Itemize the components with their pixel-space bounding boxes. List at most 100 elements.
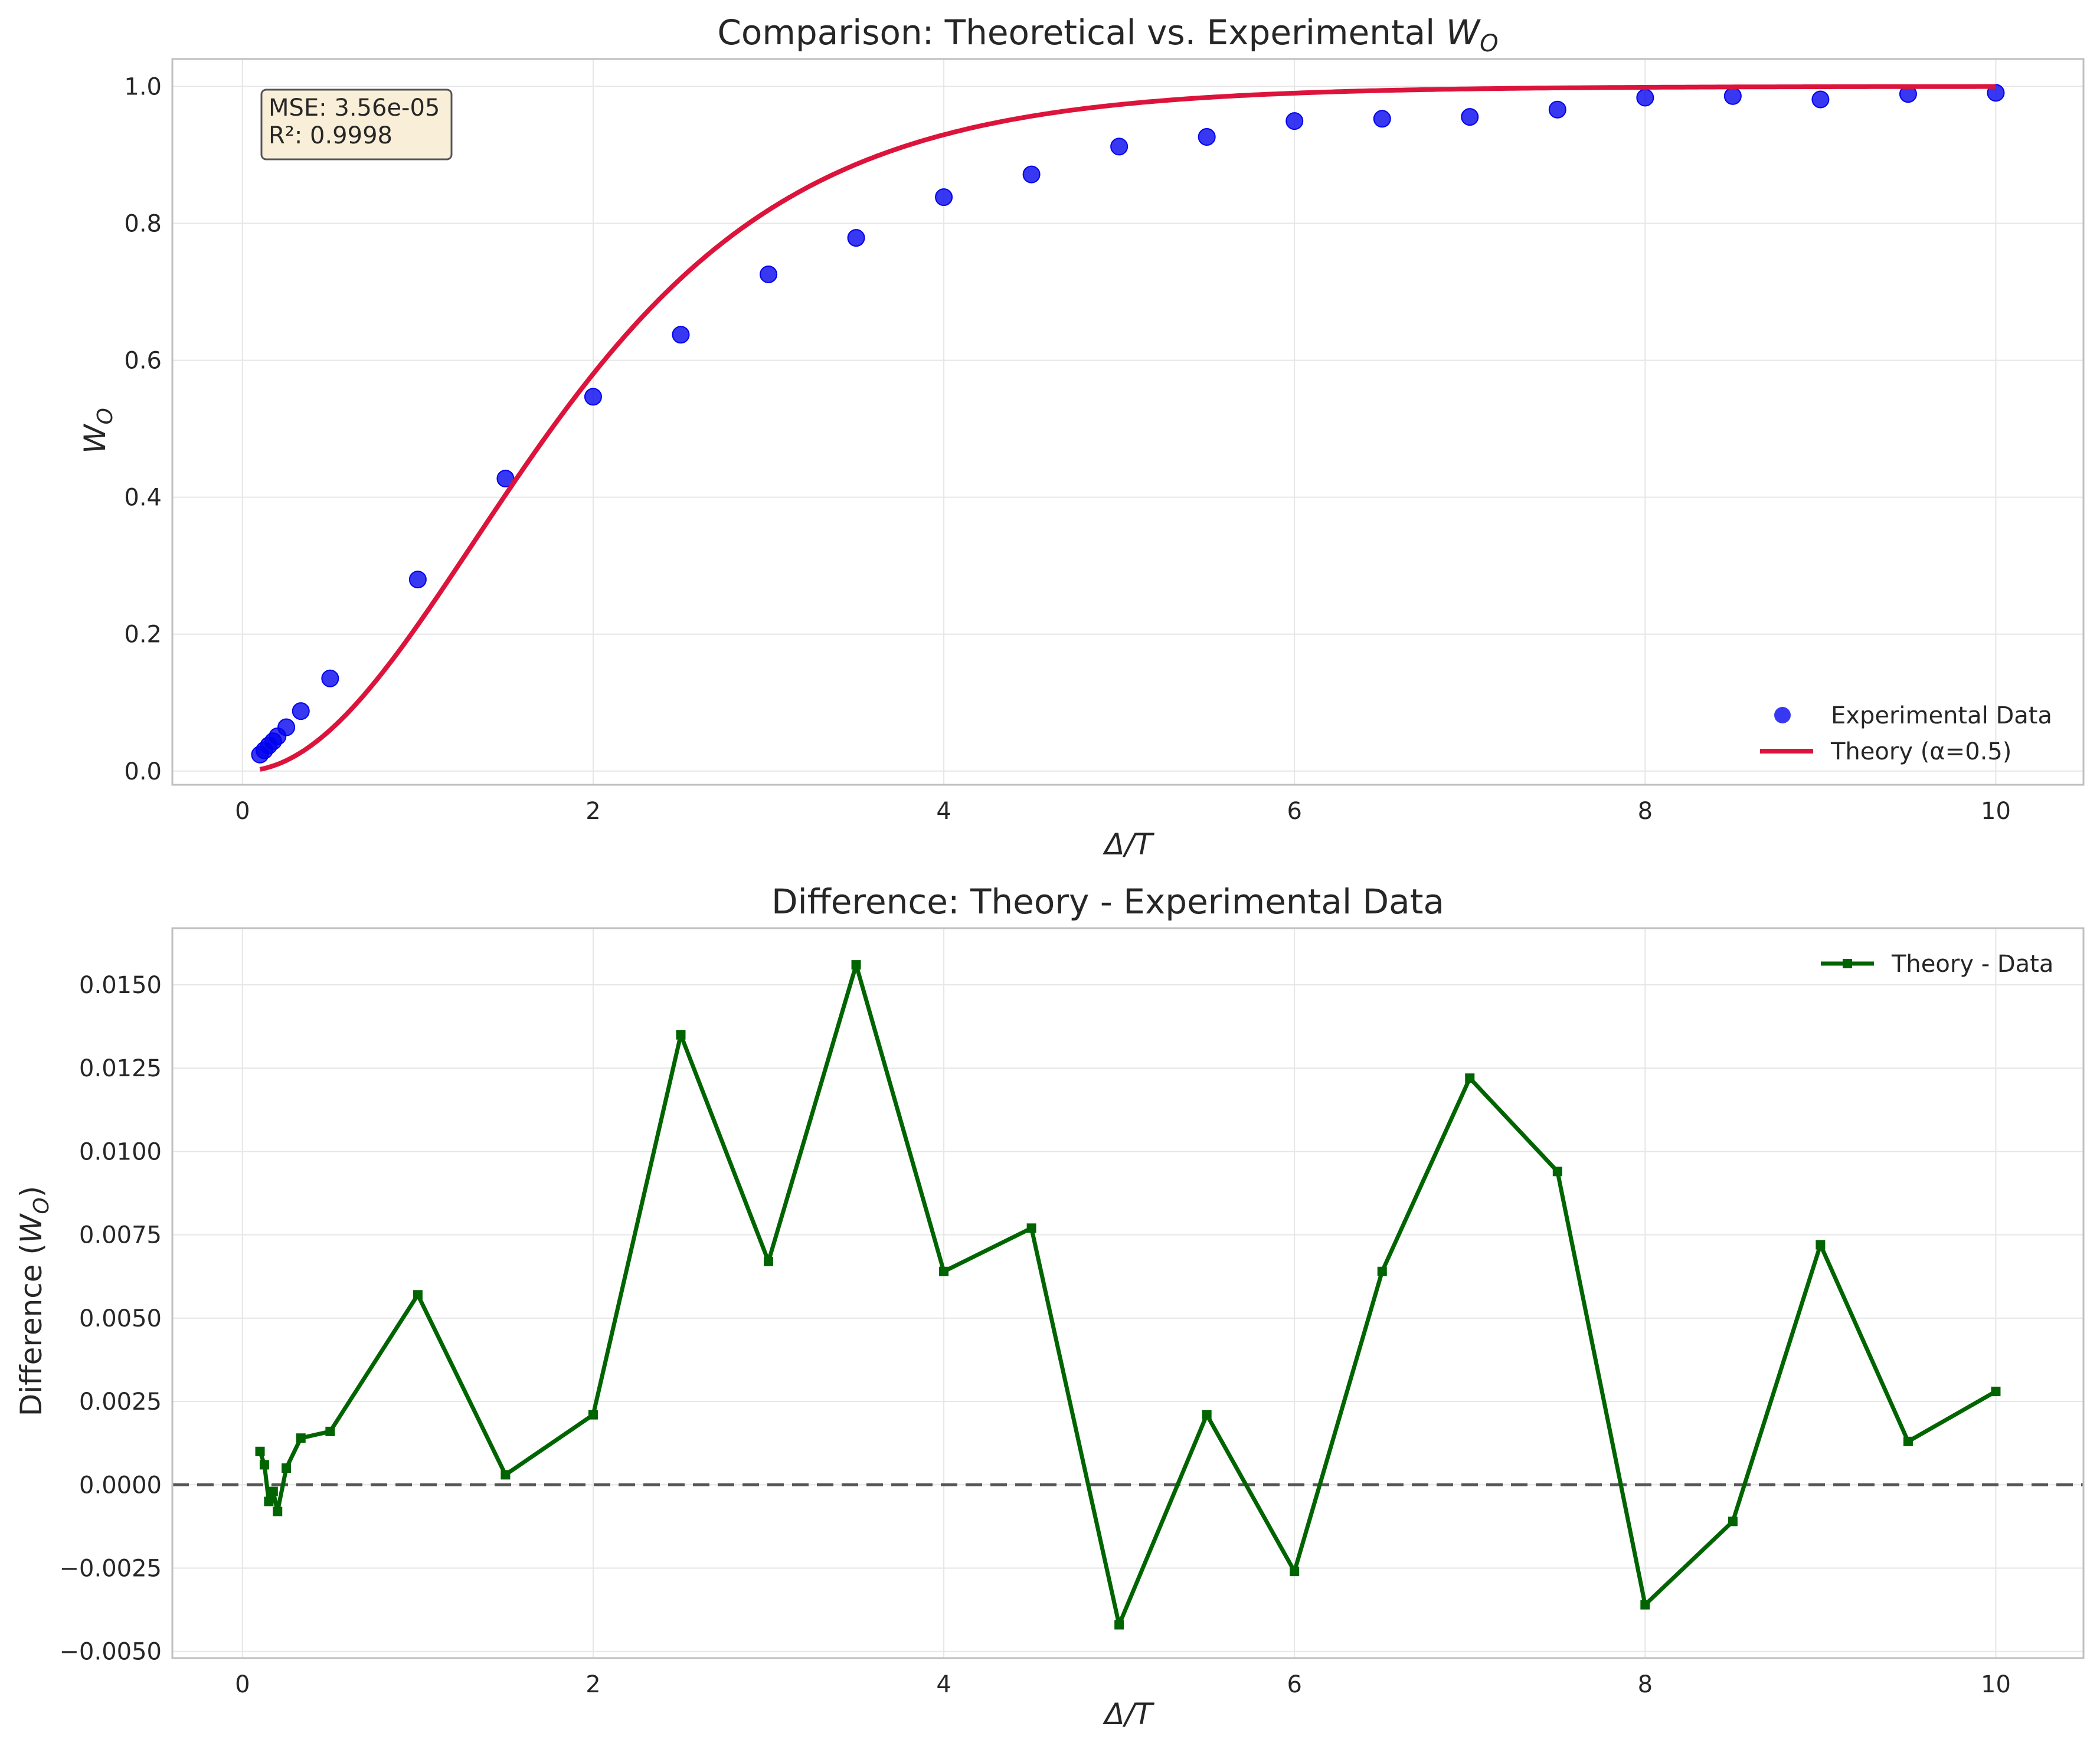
difference-point	[255, 1446, 265, 1456]
difference-point	[325, 1426, 335, 1436]
legend-theory-label: Theory (α=0.5)	[1830, 738, 2011, 765]
comparison-x-tick-label: 0	[235, 798, 250, 825]
legend-difference-label: Theory - Data	[1891, 951, 2053, 978]
comparison-axes-frame	[171, 58, 2085, 786]
experimental-point	[847, 229, 865, 247]
experimental-point	[935, 188, 953, 207]
difference-point	[851, 960, 861, 970]
difference-x-tick-label: 2	[585, 1671, 600, 1698]
difference-x-tick-label: 6	[1287, 1671, 1301, 1698]
legend-experimental-label: Experimental Data	[1831, 702, 2052, 729]
difference-y-tick-label: 0.0150	[79, 972, 162, 999]
difference-point	[1290, 1567, 1300, 1577]
stats-annotation-background	[260, 89, 453, 160]
experimental-point	[672, 326, 690, 344]
difference-point	[1377, 1266, 1387, 1276]
experimental-point	[1285, 112, 1304, 130]
difference-y-tick-labels: −0.0050 −0.0025 0.0000 0.0025 0.0050 0.0075 0.…	[60, 972, 162, 1666]
experimental-point	[1811, 90, 1830, 109]
difference-x-tick-label: 10	[1981, 1671, 2011, 1698]
difference-point	[1640, 1600, 1650, 1610]
comparison-gridlines	[172, 59, 2083, 785]
difference-y-tick-label: 0.0125	[79, 1055, 162, 1082]
difference-x-axis-label: Δ/T	[1102, 1697, 1154, 1731]
experimental-point	[1373, 110, 1391, 128]
difference-x-tick-label: 4	[936, 1671, 951, 1698]
difference-y-axis-label: Difference (WO)	[14, 1186, 54, 1416]
difference-y-tick-label: 0.0075	[79, 1222, 162, 1249]
comparison-x-tick-label: 6	[1287, 798, 1301, 825]
experimental-point	[1636, 89, 1654, 107]
difference-point	[259, 1460, 269, 1470]
legend-difference-marker	[1843, 959, 1852, 968]
comparison-y-axis-label: WO	[78, 408, 117, 454]
difference-point	[282, 1463, 292, 1473]
difference-gridlines	[172, 928, 2083, 1658]
difference-point	[939, 1266, 949, 1276]
difference-point	[273, 1506, 283, 1516]
experimental-point	[408, 571, 427, 589]
comparison-y-tick-label: 0.6	[124, 348, 162, 375]
comparison-panel: Comparison: Theoretical vs. Experimental…	[78, 12, 2085, 861]
difference-y-tick-label: 0.0000	[79, 1472, 162, 1499]
comparison-x-tick-label: 10	[1981, 798, 2011, 825]
comparison-y-tick-label: 0.2	[124, 621, 162, 648]
difference-point	[1114, 1620, 1124, 1630]
difference-point	[1202, 1410, 1212, 1420]
experimental-point	[1548, 100, 1566, 119]
difference-axes-frame	[171, 927, 2085, 1659]
comparison-legend: Experimental Data Theory (α=0.5)	[1760, 702, 2052, 765]
difference-point	[1991, 1387, 2001, 1397]
difference-point	[1816, 1240, 1826, 1250]
difference-point	[264, 1496, 274, 1506]
difference-point	[1903, 1436, 1913, 1446]
difference-point	[268, 1486, 278, 1496]
stats-annotation-box: MSE: 3.56e-05 R²: 0.9998	[260, 89, 453, 160]
comparison-y-tick-label: 0.8	[124, 210, 162, 237]
difference-x-tick-labels: 0 2 4 6 8 10	[235, 1671, 2011, 1698]
comparison-x-tick-label: 2	[585, 798, 600, 825]
difference-point	[413, 1290, 423, 1300]
mse-annotation: MSE: 3.56e-05	[269, 94, 440, 122]
difference-point	[1728, 1516, 1738, 1526]
difference-point	[501, 1470, 511, 1480]
comparison-y-tick-label: 0.4	[124, 484, 162, 512]
comparison-title: Comparison: Theoretical vs. Experimental…	[717, 12, 1498, 57]
legend-experimental-marker	[1774, 707, 1791, 723]
comparison-x-tick-label: 8	[1638, 798, 1653, 825]
difference-panel: Difference: Theory - Experimental Data 0…	[14, 882, 2085, 1731]
difference-point	[296, 1433, 306, 1443]
difference-point	[1026, 1223, 1036, 1233]
theory-curve	[259, 84, 1996, 772]
difference-plot-area	[172, 960, 2083, 1630]
comparison-x-axis-label: Δ/T	[1102, 827, 1154, 861]
comparison-plot-area	[251, 84, 2005, 772]
difference-title: Difference: Theory - Experimental Data	[771, 882, 1444, 922]
difference-x-tick-label: 0	[235, 1671, 250, 1698]
experimental-point	[292, 702, 310, 720]
difference-point	[1465, 1073, 1475, 1083]
experimental-point	[277, 718, 296, 736]
difference-point	[764, 1256, 774, 1266]
difference-point	[588, 1410, 598, 1420]
experimental-point	[1723, 87, 1742, 105]
r2-annotation: R²: 0.9998	[269, 122, 392, 149]
difference-y-tick-label: −0.0025	[60, 1555, 162, 1582]
comparison-x-tick-label: 4	[936, 798, 951, 825]
difference-y-tick-label: 0.0100	[79, 1138, 162, 1165]
comparison-y-tick-label: 1.0	[124, 73, 162, 100]
comparison-plot-background	[172, 59, 2083, 785]
experimental-point	[760, 265, 778, 283]
difference-plot-background	[172, 928, 2083, 1658]
difference-legend: Theory - Data	[1821, 951, 2053, 978]
experimental-point	[1461, 108, 1479, 126]
comparison-y-tick-label: 0.0	[124, 758, 162, 785]
experimental-point	[1198, 128, 1216, 146]
experimental-point	[1110, 137, 1128, 156]
experimental-point	[1022, 165, 1041, 184]
comparison-y-tick-labels: 0.0 0.2 0.4 0.6 0.8 1.0	[124, 73, 162, 785]
difference-y-tick-label: 0.0025	[79, 1388, 162, 1416]
difference-y-tick-label: 0.0050	[79, 1305, 162, 1332]
difference-y-tick-label: −0.0050	[60, 1639, 162, 1666]
